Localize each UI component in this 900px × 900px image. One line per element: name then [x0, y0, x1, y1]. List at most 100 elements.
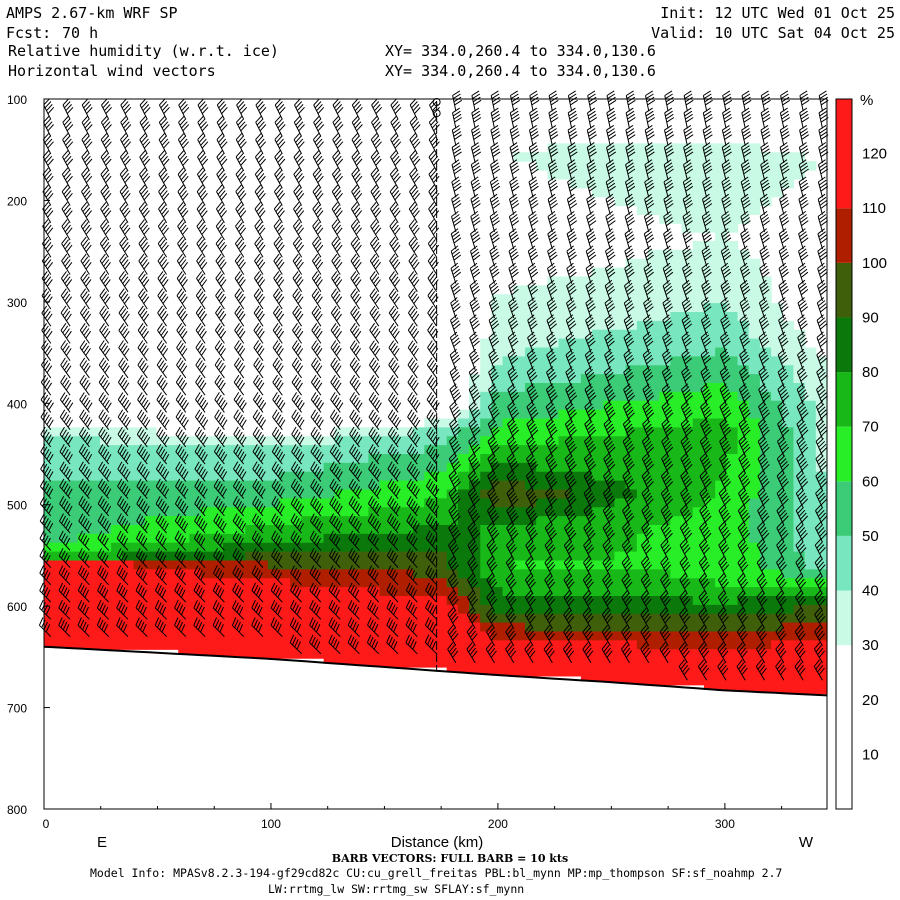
- rh-cell: [245, 480, 258, 491]
- wind-barb: [566, 193, 578, 215]
- rh-cell: [547, 640, 560, 650]
- rh-cell: [771, 329, 783, 340]
- rh-cell: [670, 596, 683, 606]
- wind-barb: [389, 253, 401, 275]
- rh-cell: [480, 445, 493, 455]
- wind-barb: [816, 348, 827, 370]
- rh-cell: [245, 649, 258, 659]
- wind-barb: [369, 253, 381, 275]
- wind-barb: [60, 323, 72, 344]
- rh-cell: [703, 551, 716, 562]
- rh-cell: [424, 507, 437, 517]
- wind-barb: [59, 461, 73, 482]
- rh-cell: [569, 516, 582, 526]
- rh-cell: [189, 445, 202, 455]
- wind-barb: [369, 340, 381, 361]
- wind-barb: [158, 132, 170, 155]
- rh-cell: [346, 454, 358, 464]
- wind-barb: [506, 504, 519, 526]
- wind-barb: [370, 167, 382, 189]
- rh-cell: [111, 471, 123, 482]
- wind-barb: [99, 323, 111, 344]
- wind-barb: [660, 521, 673, 543]
- rh-cell: [66, 454, 79, 464]
- wind-barb: [701, 228, 713, 250]
- rh-cell: [368, 542, 381, 553]
- wind-barb: [98, 357, 111, 379]
- wind-barb: [775, 659, 787, 681]
- wind-barb: [351, 98, 363, 120]
- rh-cell: [200, 631, 213, 641]
- rh-cell: [592, 649, 604, 659]
- wind-barb: [663, 228, 674, 250]
- wind-barb: [664, 90, 675, 112]
- rh-cell: [178, 436, 191, 446]
- wind-barb: [154, 617, 167, 637]
- rh-cell: [390, 604, 403, 615]
- rh-cell: [759, 445, 772, 455]
- rh-cell: [592, 675, 604, 682]
- rh-cell: [368, 462, 381, 473]
- rh-cell: [815, 365, 828, 375]
- rh-cell: [44, 587, 56, 597]
- rh-cell: [782, 489, 795, 499]
- rh-cell: [748, 471, 761, 482]
- wind-barb: [387, 513, 401, 534]
- wind-barb: [776, 538, 788, 560]
- wind-barb: [625, 142, 636, 164]
- wind-barb: [135, 617, 148, 637]
- wind-barb: [156, 392, 170, 413]
- wind-barb: [329, 478, 343, 499]
- rh-cell: [547, 329, 560, 340]
- rh-cell: [703, 516, 716, 526]
- wind-barb: [737, 573, 749, 595]
- wind-barb: [271, 478, 285, 499]
- rh-cell: [133, 542, 146, 553]
- wind-barb: [80, 288, 92, 310]
- rh-cell: [301, 507, 314, 517]
- rh-cell: [424, 613, 437, 624]
- wind-barb: [777, 400, 790, 422]
- rh-cell: [782, 533, 795, 544]
- rh-cell: [99, 578, 112, 588]
- wind-barb: [527, 279, 539, 301]
- rh-cell: [748, 596, 761, 606]
- wind-barb: [757, 469, 770, 491]
- rh-cell: [99, 551, 112, 562]
- rh-cell: [580, 560, 593, 570]
- wind-barb: [293, 167, 305, 189]
- wind-barb: [601, 607, 613, 629]
- wind-barb: [406, 444, 421, 465]
- wind-barb: [78, 496, 92, 517]
- wind-barb: [369, 236, 382, 258]
- rh-cell: [625, 587, 638, 597]
- rh-cell: [793, 480, 806, 491]
- wind-barb: [273, 271, 285, 292]
- wind-barb: [759, 210, 770, 233]
- rh-cell: [547, 285, 560, 295]
- wind-barb: [545, 383, 558, 405]
- wind-barb: [717, 607, 729, 629]
- rh-cell: [715, 551, 727, 562]
- wind-barb: [409, 150, 421, 172]
- rh-cell: [524, 587, 537, 597]
- rh-cell: [580, 569, 593, 579]
- rh-cell: [122, 578, 135, 588]
- wind-barb: [425, 599, 437, 620]
- rh-cell: [424, 649, 437, 659]
- rh-cell: [200, 560, 213, 570]
- rh-cell: [726, 516, 739, 526]
- rh-cell: [614, 170, 627, 180]
- wind-barb: [584, 417, 597, 439]
- wind-barb: [797, 279, 809, 301]
- rh-cell: [346, 587, 358, 597]
- wind-barb: [448, 504, 461, 526]
- rh-cell: [133, 489, 146, 499]
- wind-barb: [543, 624, 555, 646]
- rh-cell: [167, 640, 179, 650]
- rh-cell: [569, 400, 582, 411]
- rh-cell: [133, 622, 146, 633]
- wind-barb: [367, 582, 380, 603]
- wind-barb: [428, 150, 440, 172]
- rh-cell: [804, 667, 817, 677]
